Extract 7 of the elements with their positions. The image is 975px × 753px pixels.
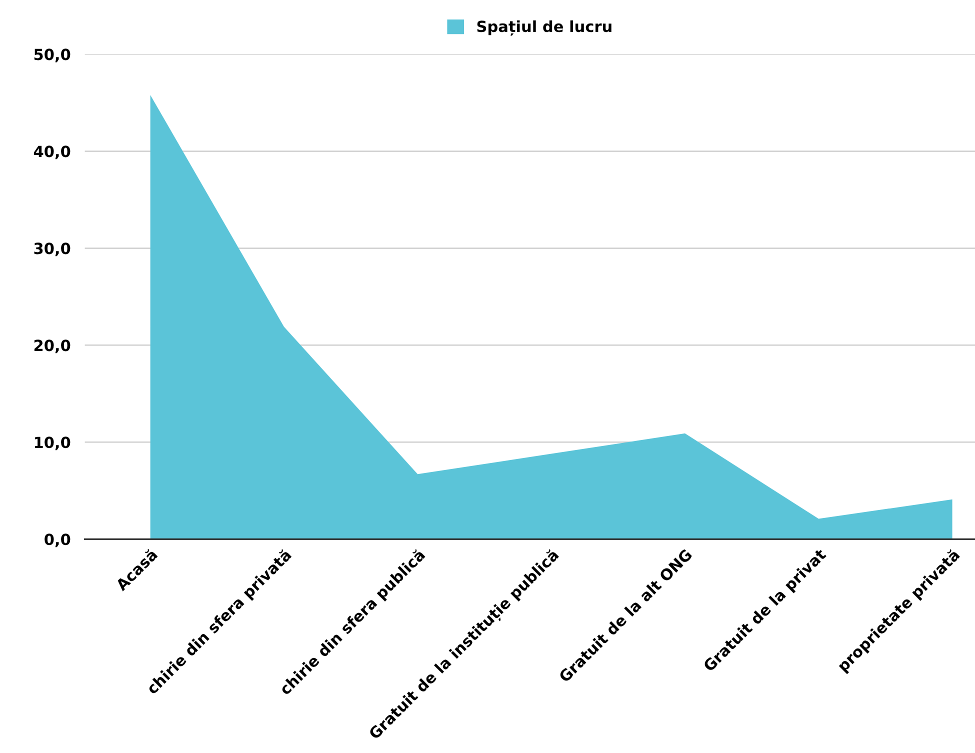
y-tick-label: 40,0 — [34, 146, 70, 160]
y-tick-label: 50,0 — [34, 48, 70, 62]
legend-label: Spațiul de lucru — [477, 20, 612, 36]
y-tick-label: 10,0 — [34, 436, 70, 450]
y-tick-label: 0,0 — [44, 534, 70, 548]
y-tick-label: 20,0 — [34, 340, 70, 354]
y-tick-label: 30,0 — [34, 242, 70, 256]
